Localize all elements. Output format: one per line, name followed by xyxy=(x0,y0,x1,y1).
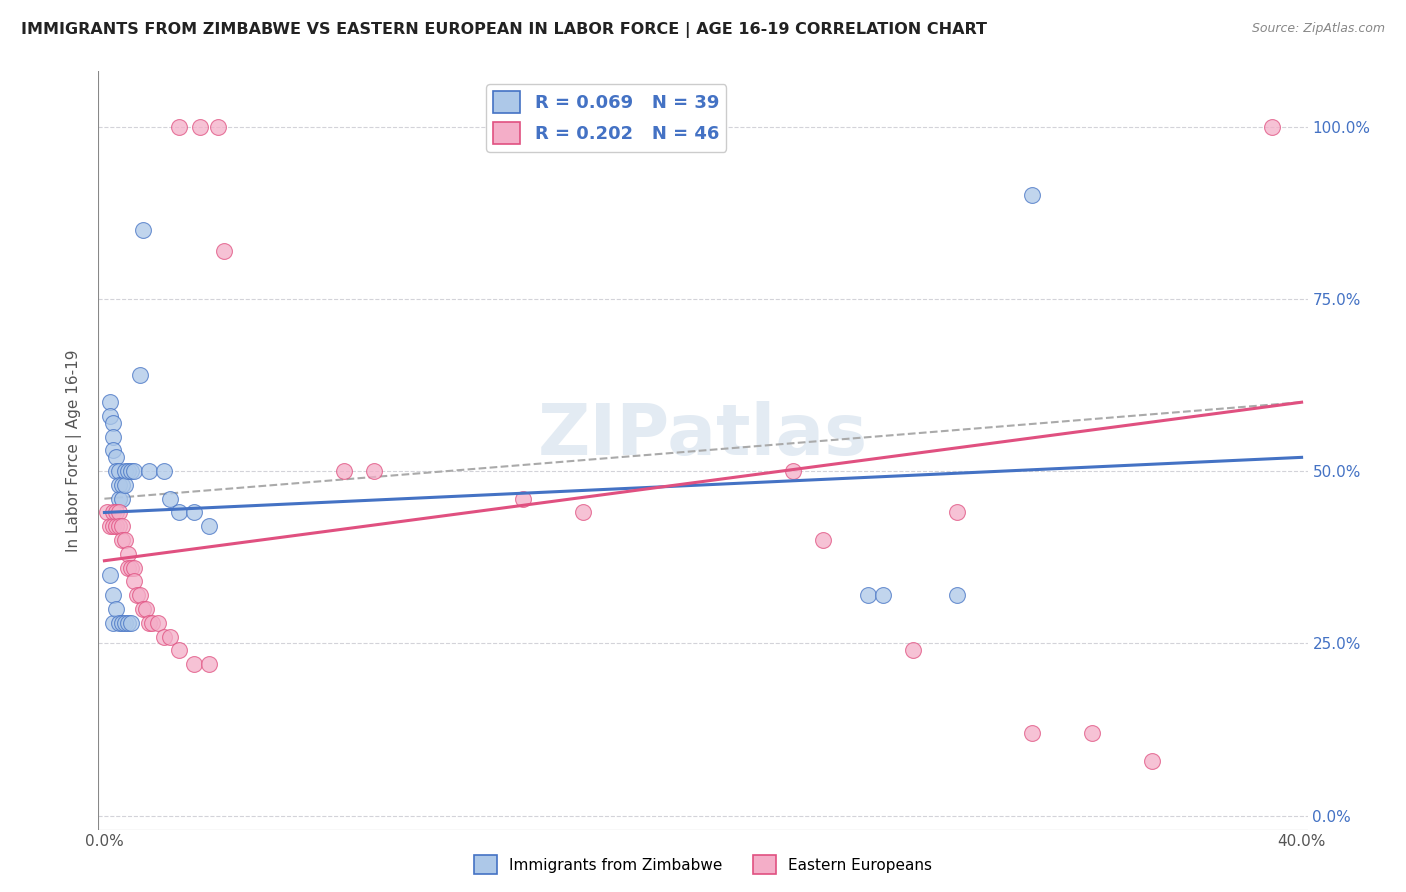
Point xyxy=(105,602,128,616)
Point xyxy=(100,395,122,409)
Point xyxy=(135,602,157,616)
Point xyxy=(183,506,205,520)
Legend: R = 0.069   N = 39, R = 0.202   N = 46: R = 0.069 N = 39, R = 0.202 N = 46 xyxy=(486,84,727,152)
Point xyxy=(103,615,125,630)
Point xyxy=(127,588,149,602)
Point xyxy=(198,519,221,533)
Point xyxy=(1021,726,1043,740)
Point xyxy=(108,615,131,630)
Point xyxy=(159,491,181,506)
Point xyxy=(96,506,118,520)
Point xyxy=(100,567,122,582)
Point xyxy=(108,519,131,533)
Point xyxy=(1081,726,1104,740)
Point xyxy=(946,588,969,602)
Point xyxy=(103,430,125,444)
Point xyxy=(212,244,235,258)
Point xyxy=(111,491,134,506)
Point xyxy=(114,464,136,478)
Point xyxy=(1260,120,1282,134)
Y-axis label: In Labor Force | Age 16-19: In Labor Force | Age 16-19 xyxy=(66,349,83,552)
Point xyxy=(114,478,136,492)
Point xyxy=(188,120,211,134)
Text: IMMIGRANTS FROM ZIMBABWE VS EASTERN EUROPEAN IN LABOR FORCE | AGE 16-19 CORRELAT: IMMIGRANTS FROM ZIMBABWE VS EASTERN EURO… xyxy=(21,22,987,38)
Point xyxy=(872,588,894,602)
Point xyxy=(153,630,176,644)
Point xyxy=(105,519,128,533)
Point xyxy=(138,464,160,478)
Point xyxy=(100,519,122,533)
Point xyxy=(103,443,125,458)
Point xyxy=(100,409,122,423)
Point xyxy=(117,464,139,478)
Text: Source: ZipAtlas.com: Source: ZipAtlas.com xyxy=(1251,22,1385,36)
Point xyxy=(901,643,924,657)
Point xyxy=(117,547,139,561)
Point xyxy=(114,533,136,547)
Point xyxy=(124,464,146,478)
Point xyxy=(333,464,356,478)
Point xyxy=(111,615,134,630)
Point xyxy=(111,478,134,492)
Point xyxy=(167,120,190,134)
Point xyxy=(108,491,131,506)
Point xyxy=(111,519,134,533)
Point xyxy=(782,464,804,478)
Legend: Immigrants from Zimbabwe, Eastern Europeans: Immigrants from Zimbabwe, Eastern Europe… xyxy=(468,849,938,880)
Point xyxy=(108,478,131,492)
Point xyxy=(103,519,125,533)
Point xyxy=(138,615,160,630)
Point xyxy=(132,223,155,237)
Point xyxy=(167,643,190,657)
Point xyxy=(111,533,134,547)
Point xyxy=(512,491,534,506)
Point xyxy=(108,506,131,520)
Point xyxy=(124,560,146,574)
Point xyxy=(108,464,131,478)
Point xyxy=(572,506,595,520)
Point xyxy=(1140,754,1163,768)
Point xyxy=(153,464,176,478)
Point xyxy=(132,602,155,616)
Point xyxy=(141,615,163,630)
Point xyxy=(117,615,139,630)
Point xyxy=(103,416,125,430)
Point xyxy=(114,615,136,630)
Point xyxy=(120,615,142,630)
Point xyxy=(120,560,142,574)
Point xyxy=(103,506,125,520)
Point xyxy=(167,506,190,520)
Text: ZIPatlas: ZIPatlas xyxy=(538,401,868,470)
Point xyxy=(105,450,128,465)
Point xyxy=(811,533,834,547)
Point xyxy=(1021,188,1043,202)
Point xyxy=(129,588,152,602)
Point xyxy=(856,588,879,602)
Point xyxy=(198,657,221,672)
Point xyxy=(105,506,128,520)
Point xyxy=(124,574,146,589)
Point xyxy=(946,506,969,520)
Point xyxy=(120,464,142,478)
Point xyxy=(105,464,128,478)
Point xyxy=(103,588,125,602)
Point xyxy=(159,630,181,644)
Point xyxy=(183,657,205,672)
Point xyxy=(207,120,229,134)
Point xyxy=(363,464,385,478)
Point xyxy=(117,560,139,574)
Point xyxy=(129,368,152,382)
Point xyxy=(148,615,170,630)
